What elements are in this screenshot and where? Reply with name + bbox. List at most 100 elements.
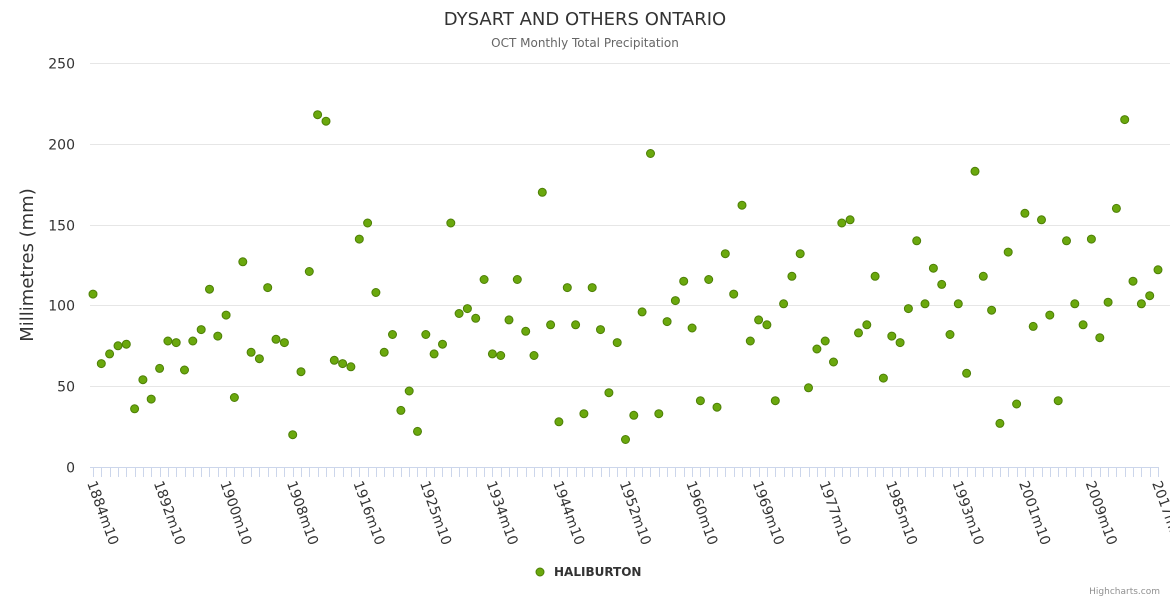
data-point[interactable] [554,417,564,427]
data-point[interactable] [537,187,547,197]
data-point[interactable] [587,283,597,293]
data-point[interactable] [271,334,281,344]
data-point[interactable] [1028,321,1038,331]
data-point[interactable] [862,320,872,330]
data-point[interactable] [854,328,863,338]
data-point[interactable] [479,275,489,284]
data-point[interactable] [379,347,389,357]
data-point[interactable] [945,330,955,339]
data-point[interactable] [421,330,431,339]
data-point[interactable] [138,375,148,385]
data-point[interactable] [263,283,273,293]
data-point[interactable] [712,402,722,412]
legend[interactable]: HALIBURTON [535,565,641,579]
data-point[interactable] [1062,236,1071,246]
data-point[interactable] [571,320,581,330]
data-point[interactable] [213,331,223,341]
data-point[interactable] [1095,333,1105,343]
data-point[interactable] [438,339,447,349]
data-point[interactable] [254,354,264,364]
data-point[interactable] [837,218,847,228]
series-haliburton[interactable] [88,110,1163,444]
data-point[interactable] [196,325,206,335]
data-point[interactable] [646,149,655,158]
data-point[interactable] [596,325,605,335]
data-point[interactable] [529,351,539,360]
data-point[interactable] [987,305,997,315]
data-point[interactable] [1086,234,1096,244]
data-point[interactable] [804,383,813,393]
data-point[interactable] [446,218,456,228]
data-point[interactable] [1111,203,1121,213]
data-point[interactable] [1128,276,1138,286]
data-point[interactable] [471,313,481,323]
data-point[interactable] [313,110,323,120]
data-point[interactable] [604,388,614,398]
data-point[interactable] [928,263,938,273]
data-point[interactable] [1103,297,1113,307]
data-point[interactable] [105,349,115,359]
data-point[interactable] [321,116,331,126]
data-point[interactable] [371,288,381,297]
data-point[interactable] [454,309,464,318]
data-point[interactable] [346,362,356,372]
data-point[interactable] [820,336,830,346]
data-point[interactable] [812,344,822,354]
data-point[interactable] [388,330,397,339]
data-point[interactable] [512,275,522,284]
data-point[interactable] [1078,320,1088,330]
data-point[interactable] [1020,208,1030,218]
data-point[interactable] [1070,299,1080,309]
data-point[interactable] [88,289,98,299]
data-point[interactable] [304,267,314,276]
data-point[interactable] [296,367,306,377]
data-point[interactable] [704,275,714,284]
data-point[interactable] [637,307,647,317]
legend-item-haliburton[interactable]: HALIBURTON [554,565,641,579]
data-point[interactable] [903,304,913,314]
data-point[interactable] [121,339,131,349]
data-point[interactable] [895,338,905,348]
data-point[interactable] [770,396,780,406]
data-point[interactable] [1037,215,1046,225]
data-point[interactable] [629,410,639,420]
data-point[interactable] [953,299,963,309]
data-point[interactable] [870,271,880,281]
data-point[interactable] [188,336,198,346]
data-point[interactable] [612,338,622,348]
data-point[interactable] [795,249,805,259]
data-point[interactable] [413,426,422,436]
data-point[interactable] [205,284,214,294]
data-point[interactable] [995,418,1005,428]
legend-marker[interactable] [535,567,545,577]
credits-link[interactable]: Highcharts.com [1089,587,1160,597]
data-point[interactable] [329,355,339,365]
data-point[interactable] [845,215,855,225]
data-point[interactable] [429,349,439,359]
data-point[interactable] [155,363,165,373]
data-point[interactable] [1012,399,1022,409]
data-point[interactable] [912,236,922,246]
data-point[interactable] [229,393,239,402]
data-point[interactable] [288,430,298,440]
data-point[interactable] [221,310,231,320]
data-point[interactable] [754,315,764,325]
data-point[interactable] [745,336,755,346]
data-point[interactable] [279,338,289,348]
data-point[interactable] [829,357,838,367]
data-point[interactable] [579,409,589,419]
data-point[interactable] [487,349,497,359]
data-point[interactable] [920,299,930,309]
data-point[interactable] [462,304,472,314]
data-point[interactable] [878,373,888,383]
data-point[interactable] [687,323,697,333]
data-point[interactable] [338,359,348,369]
data-point[interactable] [887,331,897,341]
data-point[interactable] [1136,299,1146,309]
data-point[interactable] [246,347,256,357]
data-point[interactable] [146,394,156,404]
data-point[interactable] [404,386,414,396]
data-point[interactable] [113,341,123,351]
data-point[interactable] [1145,291,1155,301]
data-point[interactable] [171,338,181,348]
